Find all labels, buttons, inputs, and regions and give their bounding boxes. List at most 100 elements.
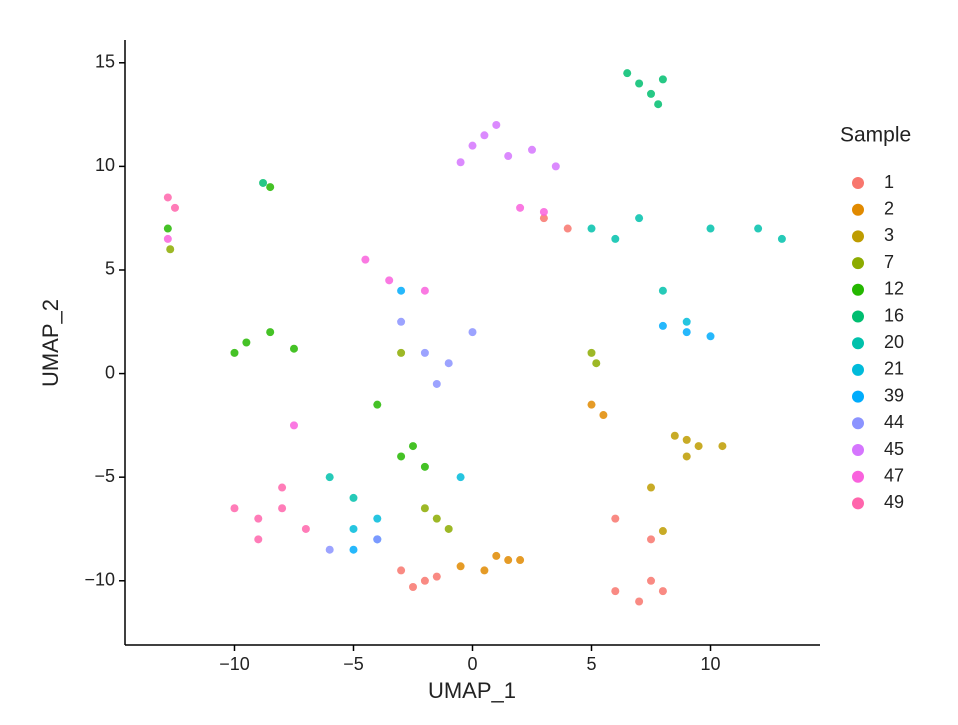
point (301, 524, 310, 533)
legend-swatch (852, 363, 864, 376)
legend-swatch (852, 310, 864, 323)
point (397, 452, 406, 461)
legend-label: 45 (884, 439, 904, 459)
point (647, 535, 656, 544)
point (230, 504, 239, 513)
point (694, 442, 703, 451)
point (635, 214, 644, 223)
point (166, 245, 175, 254)
point (349, 493, 358, 502)
legend-label: 12 (884, 279, 904, 299)
point (682, 452, 691, 461)
legend-label: 49 (884, 492, 904, 512)
point (754, 224, 763, 233)
legend-label: 47 (884, 465, 904, 485)
legend-swatch (852, 337, 864, 350)
point (504, 556, 513, 565)
y-tick-label: −10 (84, 570, 115, 590)
legend-swatch (852, 444, 864, 456)
point (408, 442, 417, 451)
point (373, 535, 382, 544)
point (278, 504, 287, 513)
point (777, 234, 786, 243)
x-tick-label: 5 (586, 654, 596, 674)
x-tick-label: −5 (343, 654, 364, 674)
point (528, 145, 537, 154)
point (587, 224, 596, 233)
legend-swatch (852, 203, 864, 216)
legend-label: 21 (884, 359, 904, 379)
point (432, 572, 441, 581)
point (670, 431, 679, 440)
point (480, 566, 489, 575)
point (516, 203, 525, 212)
legend-swatch (852, 497, 864, 510)
point (432, 379, 441, 388)
y-tick-label: −5 (94, 466, 115, 486)
point (516, 556, 525, 565)
point (373, 514, 382, 523)
y-axis-title: UMAP_2 (38, 299, 63, 387)
point (492, 120, 501, 129)
x-axis-title: UMAP_1 (428, 678, 516, 703)
point (682, 435, 691, 444)
legend-title: Sample (840, 124, 911, 147)
point (654, 100, 663, 109)
point (563, 224, 572, 233)
point (658, 286, 667, 295)
point (373, 400, 382, 409)
legend-swatch (852, 470, 864, 483)
point (611, 234, 620, 243)
point (658, 587, 667, 596)
point (456, 562, 465, 571)
legend-label: 2 (884, 198, 894, 218)
point (420, 576, 429, 585)
point (163, 234, 172, 243)
point (361, 255, 370, 264)
point (420, 348, 429, 357)
y-tick-label: 5 (105, 259, 115, 279)
point (587, 400, 596, 409)
point (682, 328, 691, 337)
point (468, 141, 477, 150)
point (385, 276, 394, 285)
point (647, 89, 656, 98)
point (539, 214, 548, 223)
point (397, 348, 406, 357)
legend-label: 1 (884, 172, 894, 192)
point (468, 328, 477, 337)
point (682, 317, 691, 326)
legend-swatch (852, 417, 864, 430)
point (325, 473, 334, 482)
y-tick-label: 10 (95, 155, 115, 175)
y-tick-label: 15 (95, 52, 115, 72)
point (480, 131, 489, 140)
point (551, 162, 560, 171)
point (254, 514, 263, 523)
legend-label: 7 (884, 252, 894, 272)
legend-swatch (852, 230, 864, 243)
point (647, 576, 656, 585)
point (658, 527, 667, 536)
point (254, 535, 263, 544)
x-tick-label: −10 (219, 654, 250, 674)
point (611, 514, 620, 523)
point (599, 411, 608, 420)
point (592, 359, 601, 368)
point (325, 545, 334, 554)
point (456, 473, 465, 482)
y-tick-label: 0 (105, 362, 115, 382)
point (444, 524, 453, 533)
point (289, 344, 298, 353)
point (611, 587, 620, 596)
point (230, 348, 239, 357)
point (163, 224, 172, 233)
point (397, 566, 406, 575)
point (444, 359, 453, 368)
point (397, 317, 406, 326)
point (420, 286, 429, 295)
point (587, 348, 596, 357)
point (420, 504, 429, 513)
legend-label: 39 (884, 385, 904, 405)
x-tick-label: 0 (467, 654, 477, 674)
